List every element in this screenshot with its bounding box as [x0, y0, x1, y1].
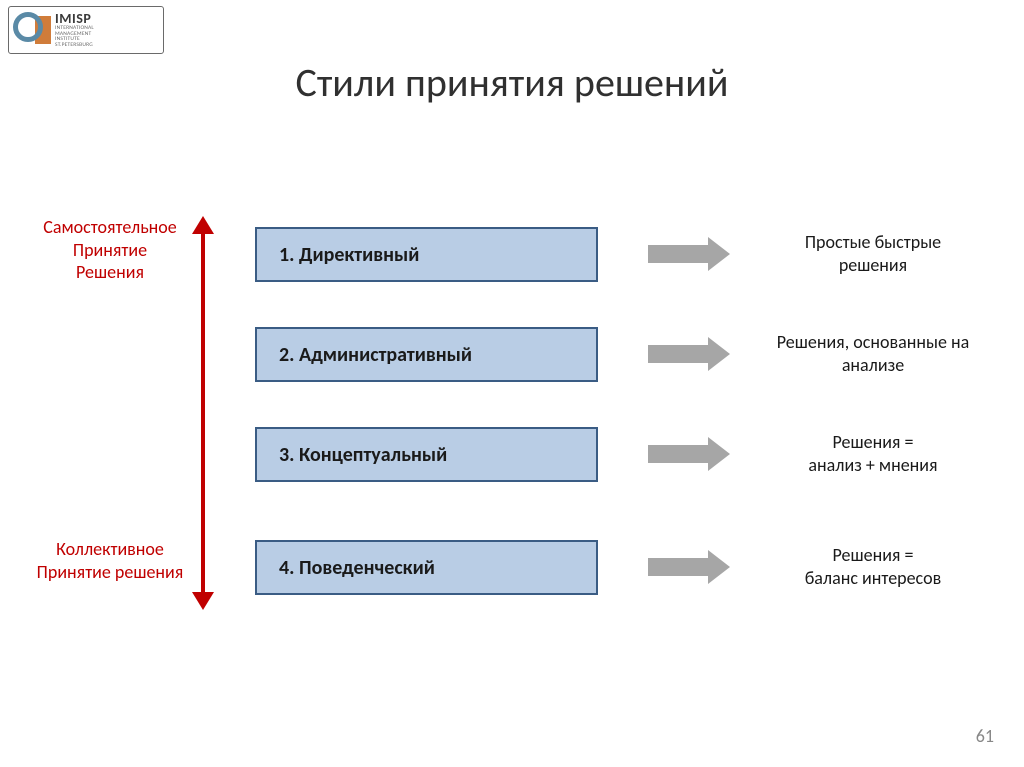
description-directive: Простые быстрыерешения	[748, 231, 998, 276]
style-box-label: 3. Концептуальный	[279, 443, 447, 467]
logo-block: IMISP INTERNATIONAL MANAGEMENT INSTITUTE…	[8, 6, 164, 54]
page-number: 61	[976, 725, 994, 747]
description-conceptual: Решения =анализ + мнения	[748, 431, 998, 476]
style-box-label: 2. Административный	[279, 343, 472, 367]
logo-mark	[13, 12, 49, 48]
axis-label-top: СамостоятельноеПринятиеРешения	[20, 216, 200, 284]
style-box-administrative: 2. Административный	[255, 327, 598, 382]
arrow-right-icon	[648, 437, 730, 471]
style-box-directive: 1. Директивный	[255, 227, 598, 282]
arrow-right-icon	[648, 337, 730, 371]
description-administrative: Решения, основанные наанализе	[748, 331, 998, 376]
logo-brand: IMISP	[55, 12, 94, 26]
page-title: Стили принятия решений	[0, 58, 1024, 107]
arrow-right-icon	[648, 237, 730, 271]
style-box-label: 1. Директивный	[279, 243, 419, 267]
style-box-conceptual: 3. Концептуальный	[255, 427, 598, 482]
arrow-right-icon	[648, 550, 730, 584]
axis-label-bottom: КоллективноеПринятие решения	[20, 538, 200, 583]
logo-line4: ST.PETERSBURG	[55, 43, 94, 49]
description-behavioral: Решения =баланс интересов	[748, 544, 998, 589]
style-box-label: 4. Поведенческий	[279, 556, 435, 580]
logo-text: IMISP INTERNATIONAL MANAGEMENT INSTITUTE…	[55, 12, 94, 48]
style-box-behavioral: 4. Поведенческий	[255, 540, 598, 595]
